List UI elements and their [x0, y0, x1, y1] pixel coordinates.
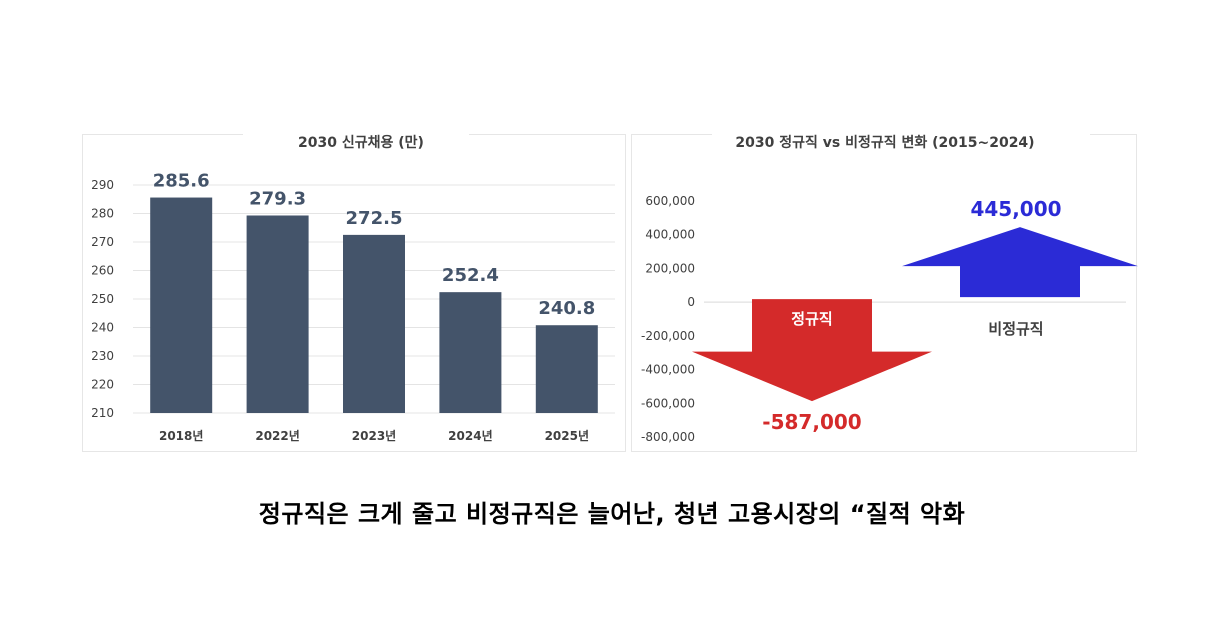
data-label: 445,000: [970, 197, 1061, 221]
chart-panel-employment-change: 2030 정규직 vs 비정규직 변화 (2015~2024) 600,000 40…: [631, 129, 1138, 452]
bar-비정규직-arrow: [902, 227, 1138, 298]
x-tick-label: 2024년: [448, 429, 492, 443]
y-tick-label: 230: [91, 349, 114, 363]
y-tick-label: -200,000: [641, 329, 695, 343]
bar-정규직-arrow: [692, 299, 932, 402]
bar-2018년: [150, 197, 213, 413]
y-tick-label: -600,000: [641, 396, 695, 410]
chart-title: 2030 신규채용 (만): [298, 135, 424, 151]
y-tick-label: 0: [687, 295, 695, 309]
y-tick-label: 200,000: [645, 261, 695, 275]
chart-title: 2030 정규직 vs 비정규직 변화 (2015~2024): [735, 134, 1034, 151]
x-tick-label: 2025년: [545, 429, 589, 443]
y-tick-label: 240: [91, 321, 114, 335]
x-tick-label: 2018년: [159, 429, 203, 443]
bar-2024년: [439, 292, 502, 413]
y-tick-label: 250: [91, 292, 114, 306]
title-bg: [243, 129, 469, 149]
title-bg: [712, 129, 1090, 149]
y-tick-label: 400,000: [645, 228, 695, 242]
category-label: 비정규직: [988, 320, 1043, 338]
y-tick-label: -400,000: [641, 363, 695, 377]
data-label: 252.4: [442, 265, 499, 286]
y-tick-label: 280: [91, 207, 114, 221]
y-tick-label: 290: [91, 178, 114, 192]
data-label: 285.6: [153, 171, 210, 192]
bar-2022년: [246, 215, 309, 413]
y-tick-label: 260: [91, 264, 114, 278]
data-label: 279.3: [249, 188, 306, 209]
y-tick-label: 270: [91, 235, 114, 249]
x-tick-label: 2023년: [352, 429, 396, 443]
y-tick-label: -800,000: [641, 430, 695, 444]
new-hires-bar-chart: 2030 신규채용 (만) 210 220 230 240 250 260 270 280 290…: [91, 129, 615, 443]
chart-panel-new-hires: 2030 신규채용 (만) 210 220 230 240 250 260 270 280 290…: [82, 129, 626, 452]
y-tick-label: 220: [91, 378, 114, 392]
caption-headline: 정규직은 크게 줄고 비정규직은 늘어난, 청년 고용시장의 “질적 악화: [258, 500, 966, 528]
data-label: -587,000: [762, 410, 861, 434]
bar-2025년: [535, 325, 598, 413]
category-label: 정규직: [791, 310, 832, 328]
y-tick-label: 600,000: [645, 194, 695, 208]
bar-2023년: [343, 234, 405, 413]
y-tick-label: 210: [91, 406, 114, 420]
x-tick-label: 2022년: [255, 429, 299, 443]
data-label: 240.8: [538, 298, 595, 319]
employment-change-arrow-chart: 2030 정규직 vs 비정규직 변화 (2015~2024) 600,000 40…: [641, 129, 1138, 444]
data-label: 272.5: [346, 208, 403, 229]
